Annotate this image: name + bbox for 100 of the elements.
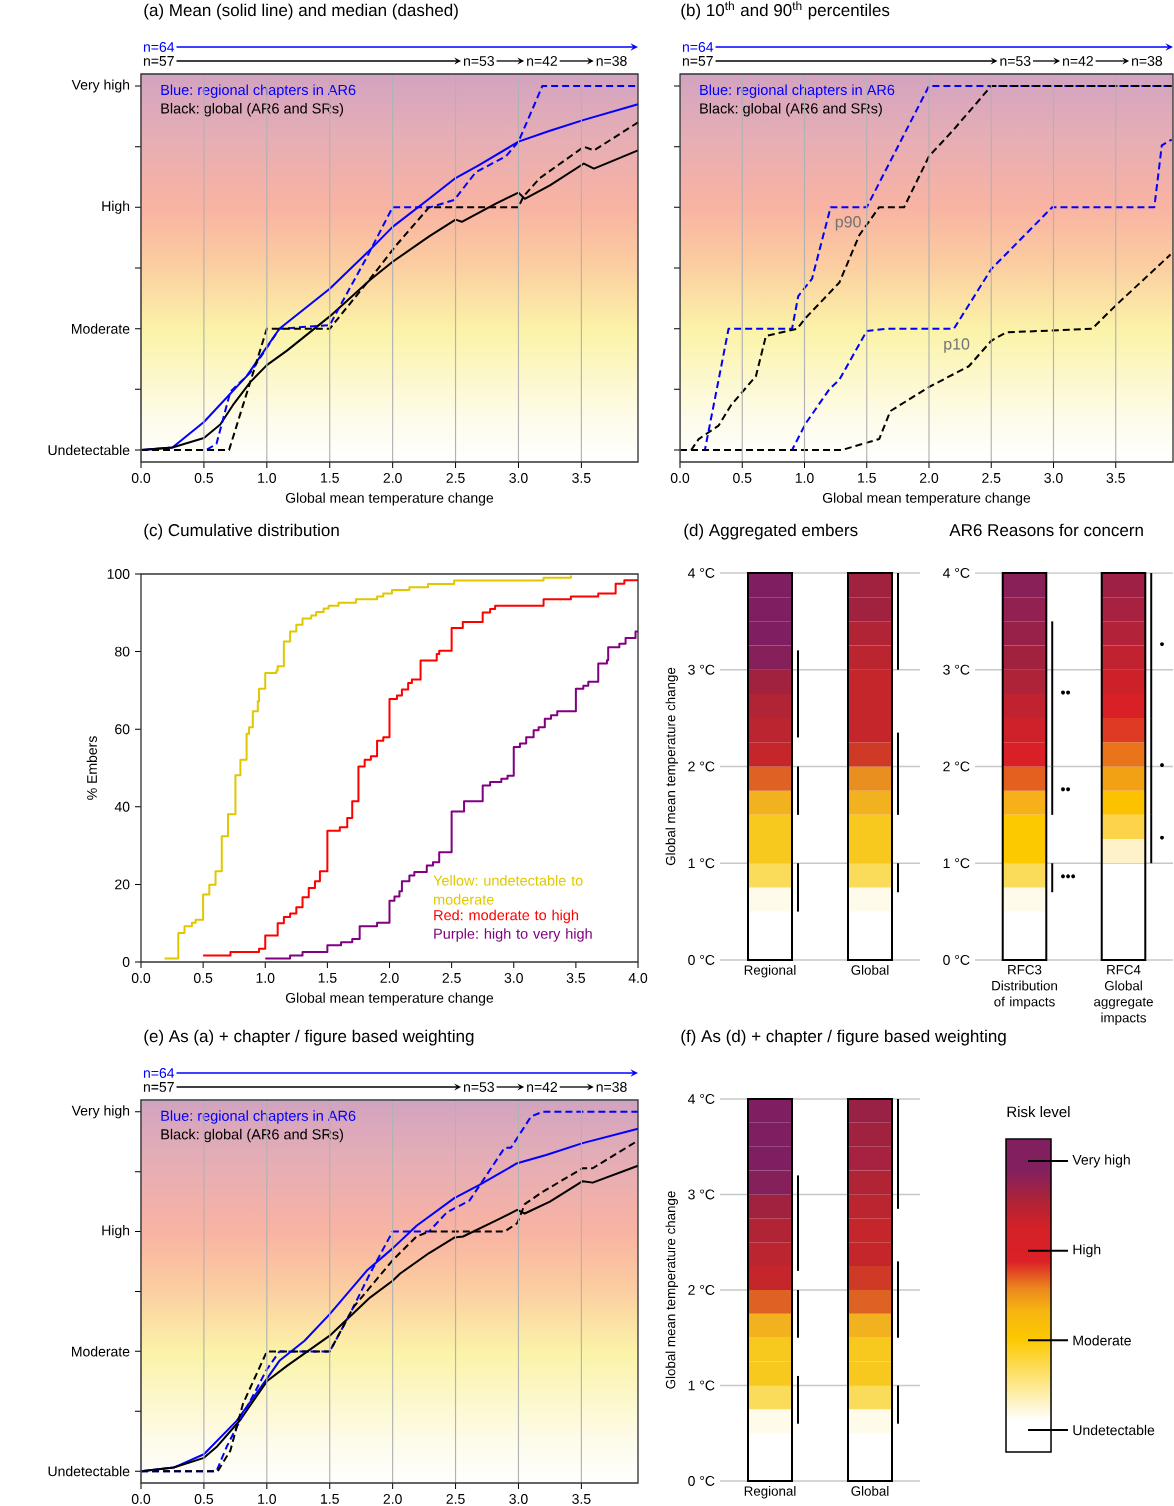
bar [848, 863, 893, 888]
text: n=57 [682, 56, 713, 66]
category-label: Undetectable [48, 1466, 130, 1477]
bar [848, 1409, 893, 1434]
text: n=42 [527, 1082, 558, 1092]
annotation: Blue: regional chapters in AR6 [700, 84, 895, 98]
text: Very high [1072, 1154, 1130, 1168]
y-tick-label: 0 °C [943, 955, 970, 965]
bar [797, 1289, 800, 1338]
bar [797, 1175, 800, 1271]
bar [797, 650, 800, 738]
bar [1101, 814, 1146, 840]
chart-title: (f) As (d) + chapter / figure based weighting [681, 1029, 1006, 1046]
text: n=38 [596, 56, 627, 66]
text: n=57 [143, 56, 174, 66]
x-tick-label: 4.0 [628, 972, 648, 983]
annotation: Black: global (AR6 and SRs) [161, 102, 344, 117]
y-tick-label: 4 °C [942, 568, 970, 578]
category-label: Very high [71, 1105, 130, 1119]
bar [848, 1313, 893, 1338]
bar [848, 1289, 893, 1314]
y-axis-title: Global mean temperature change [665, 667, 678, 866]
annotation: Black: global (AR6 and SRs) [161, 1128, 344, 1143]
x-tick-label: 2.0 [383, 472, 402, 483]
y-tick-label: 1 °C [688, 1380, 715, 1391]
annotation: • [1160, 763, 1164, 768]
y-tick-label: 80 [115, 646, 130, 657]
text: Undetectable [1073, 1424, 1155, 1436]
bar [748, 1313, 793, 1338]
x-axis-title: Global mean temperature change [285, 492, 494, 506]
x-tick-label: 3.5 [1106, 472, 1125, 483]
category-label: High [102, 1225, 130, 1239]
category-label: High [102, 200, 130, 214]
x-tick-label: 1.5 [318, 972, 337, 983]
x-tick-label: 0.0 [131, 472, 151, 483]
bar [1101, 718, 1146, 743]
bar [1101, 766, 1146, 791]
x-tick-label: 0.0 [670, 472, 690, 483]
text: n=64 [682, 42, 714, 52]
x-tick-label: 2.5 [982, 472, 1001, 483]
x-tick-label: 3.0 [504, 972, 523, 983]
bar [848, 742, 893, 767]
bar [748, 1385, 793, 1410]
bar [748, 790, 793, 815]
y-tick-label: 3 °C [688, 1189, 715, 1200]
category-label: Moderate [72, 323, 130, 334]
x-tick-label: 0.5 [193, 972, 213, 983]
x-tick-label: Regional [744, 964, 796, 978]
chart-title: (d) Aggregated embers [684, 523, 858, 540]
x-tick-label: 1.0 [795, 472, 814, 483]
bar [797, 766, 800, 815]
y-tick-label: 0 °C [688, 955, 715, 965]
x-tick-label: Regional [744, 1485, 796, 1499]
x-tick-label: 2.0 [380, 972, 399, 983]
bar [1101, 742, 1146, 767]
x-tick-label: 0.5 [194, 472, 214, 483]
y-tick-label: 2 °C [688, 761, 715, 772]
bar [848, 766, 893, 791]
y-tick-label: 4 °C [687, 1094, 715, 1104]
chart-title: AR6 Reasons for concern [949, 523, 1143, 537]
text: n=42 [1063, 56, 1093, 66]
bar [748, 766, 793, 791]
bar [1002, 669, 1047, 694]
x-tick-label: 2.0 [383, 1493, 402, 1504]
x-tick-label: 1.0 [258, 472, 277, 483]
annotation: ••• [1061, 874, 1076, 879]
x-tick-label: 1.0 [258, 1493, 277, 1504]
x-tick-label: 1.5 [321, 1493, 339, 1504]
x-tick-label: 2.5 [442, 972, 461, 983]
x-tick-label: 3.0 [509, 472, 528, 483]
text: n=53 [464, 56, 494, 66]
chart-title: (a) Mean (solid line) and median (dashed) [144, 3, 458, 20]
x-tick-label: 2.5 [446, 1493, 465, 1504]
x-tick-label: 3.5 [572, 472, 591, 483]
text: Moderate [1073, 1335, 1131, 1346]
chart-title: (e) As (a) + chapter / figure based weighting [144, 1029, 474, 1046]
y-tick-label: 3 °C [943, 664, 970, 675]
bar [897, 1098, 900, 1209]
x-tick-label: 0.5 [733, 472, 752, 483]
x-tick-label: Global [851, 964, 889, 975]
bar [897, 572, 900, 670]
x-tick-label: 0.0 [131, 972, 151, 983]
chart-title: (c) Cumulative distribution [144, 523, 339, 540]
bar [897, 732, 900, 815]
annotation: Red: moderate to high [434, 909, 579, 924]
bar [748, 1409, 793, 1434]
y-tick-label: 4 °C [687, 568, 715, 578]
annotation: • [1160, 835, 1164, 840]
x-tick-label: 3.0 [1044, 472, 1063, 483]
bar [848, 790, 893, 815]
chart-title: (b) 10$^{th}$ and 90$^{th}$ percentiles [681, 1, 890, 20]
annotation: Purple: high to very high [434, 928, 592, 942]
y-tick-label: 3 °C [688, 664, 715, 675]
bar [1002, 863, 1047, 888]
y-tick-label: 2 °C [943, 761, 970, 772]
annotation: •• [1061, 787, 1071, 792]
x-tick-label: 2.5 [446, 472, 465, 483]
x-tick-label: 1.5 [321, 472, 339, 483]
bar [897, 1385, 900, 1424]
text: n=53 [464, 1082, 494, 1092]
